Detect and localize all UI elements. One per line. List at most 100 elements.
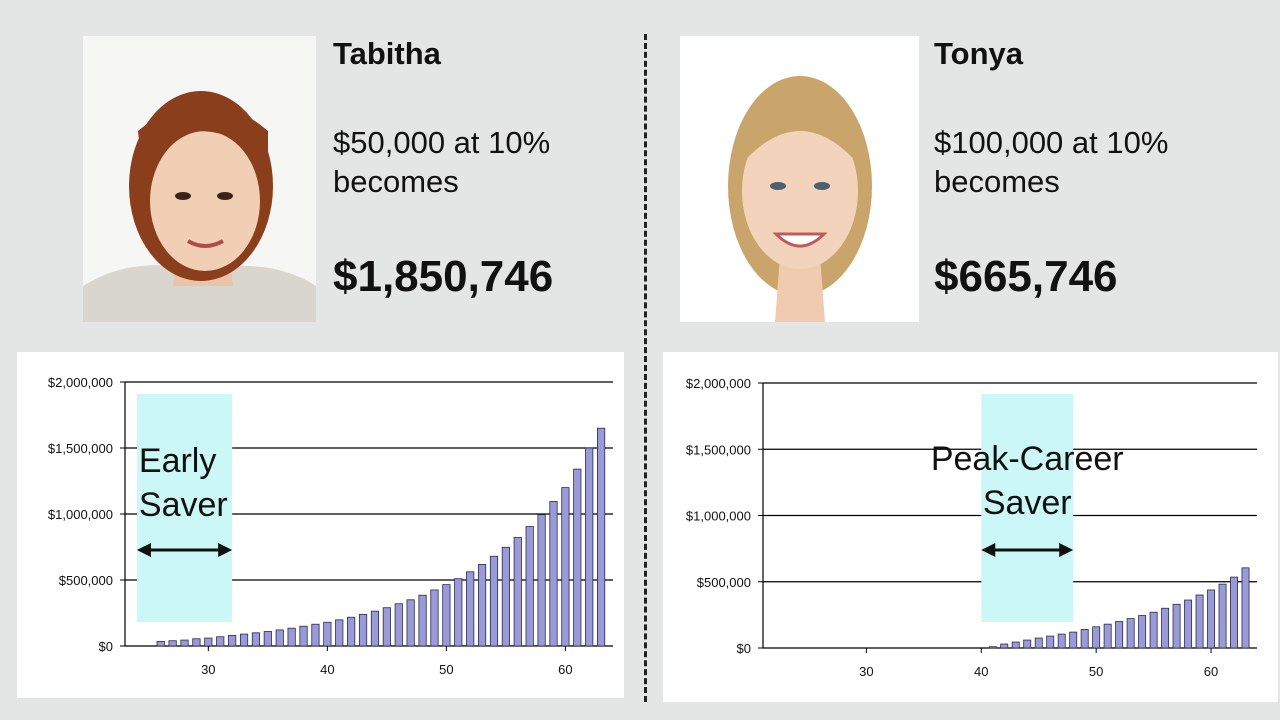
bar	[156, 640, 165, 647]
annotation-text: Early	[139, 442, 216, 480]
x-tick-label: 50	[439, 662, 453, 677]
tonya-chart: $0 $500,000 $1,000,000 $1,500,000 $2,000,000…	[663, 352, 1278, 702]
dashed-divider	[644, 34, 647, 702]
bar	[525, 526, 534, 647]
woman-portrait-icon	[680, 36, 919, 322]
bar	[1149, 611, 1158, 649]
bar	[251, 632, 261, 647]
bar	[1195, 594, 1204, 649]
y-tick-label: $1,500,000	[686, 442, 751, 457]
tonya-photo	[680, 36, 919, 322]
bar	[418, 594, 427, 647]
bar	[275, 629, 284, 647]
y-tick-label: $2,000,000	[48, 375, 113, 390]
bar	[1011, 641, 1020, 649]
x-tick-label: 30	[201, 662, 215, 677]
bar	[311, 623, 320, 647]
bar	[1069, 631, 1078, 649]
arrow-head-right-icon	[218, 543, 233, 557]
right-description: $100,000 at 10% becomes	[934, 125, 1169, 199]
x-tick-label: 30	[859, 664, 873, 679]
arrow-head-right-icon	[1059, 543, 1074, 557]
bar	[239, 633, 249, 647]
bar	[1184, 599, 1193, 649]
bar	[1103, 623, 1112, 649]
arrow-head-left-icon	[136, 543, 151, 557]
bar	[394, 603, 403, 647]
x-tick-label: 40	[320, 662, 334, 677]
bar	[988, 646, 997, 649]
bar	[180, 639, 189, 647]
bar	[466, 571, 475, 647]
bar	[573, 468, 582, 647]
x-tick-label: 60	[558, 662, 572, 677]
bar	[477, 564, 487, 647]
tonya-savings-chart: $0 $500,000 $1,000,000 $1,500,000 $2,000,000…	[686, 376, 1257, 679]
bar	[454, 578, 463, 647]
left-person-name: Tabitha	[333, 36, 441, 71]
bar	[192, 638, 201, 647]
bar	[1241, 567, 1250, 649]
bar	[442, 584, 451, 647]
bar	[1034, 637, 1043, 649]
bar	[263, 631, 272, 647]
bar	[287, 627, 296, 647]
tabitha-chart: $0 $500,000 $1,000,000 $1,500,000 $2,000,000…	[17, 352, 624, 698]
x-tick-label: 40	[974, 664, 988, 679]
bar	[1138, 615, 1147, 649]
right-person-name: Tonya	[934, 36, 1023, 71]
y-tick-label: $0	[99, 639, 113, 654]
bar	[501, 546, 510, 647]
saver-band	[981, 394, 1074, 622]
bar	[204, 637, 213, 647]
bar	[335, 619, 344, 647]
y-tick-label: $500,000	[59, 573, 113, 588]
tabitha-photo	[83, 36, 316, 322]
bar	[168, 640, 177, 647]
bar	[597, 427, 606, 647]
bar	[382, 607, 391, 647]
saver-band	[136, 394, 233, 622]
bar	[1115, 621, 1124, 649]
bar	[1092, 626, 1101, 649]
bar	[323, 621, 332, 647]
annotation-text: Peak-Career	[931, 440, 1124, 478]
y-tick-label: $1,000,000	[686, 509, 751, 524]
bar	[1057, 633, 1066, 649]
bar	[1161, 607, 1170, 649]
woman-portrait-icon	[83, 36, 316, 322]
annotation-text: Saver	[983, 484, 1072, 522]
left-description: $50,000 at 10% becomes	[333, 125, 551, 199]
bar	[216, 636, 225, 647]
x-tick-label: 60	[1204, 664, 1218, 679]
bar	[370, 610, 380, 647]
bar	[347, 616, 356, 647]
bar	[489, 555, 499, 647]
bar	[1080, 629, 1089, 649]
bar	[513, 537, 522, 647]
y-tick-label: $500,000	[697, 575, 751, 590]
tabitha-savings-chart: $0 $500,000 $1,000,000 $1,500,000 $2,000,000…	[48, 375, 613, 677]
bar	[1126, 618, 1135, 649]
right-amount: $665,746	[934, 252, 1118, 301]
bar	[1172, 603, 1181, 649]
bar	[1230, 576, 1238, 649]
left-amount: $1,850,746	[333, 252, 554, 301]
bar	[358, 613, 368, 647]
y-tick-label: $1,000,000	[48, 507, 113, 522]
bar	[1207, 589, 1216, 649]
bar	[406, 599, 415, 647]
bar	[561, 487, 570, 647]
bar	[585, 447, 594, 647]
bar	[1000, 643, 1009, 649]
arrow-head-left-icon	[981, 543, 996, 557]
bar	[1218, 583, 1227, 649]
bar	[1046, 635, 1055, 649]
bar	[299, 625, 308, 647]
bar	[549, 501, 558, 647]
y-tick-label: $1,500,000	[48, 441, 113, 456]
bar	[537, 514, 546, 647]
annotation-text: Saver	[139, 486, 228, 524]
bar	[228, 635, 237, 647]
y-tick-label: $0	[737, 641, 751, 656]
